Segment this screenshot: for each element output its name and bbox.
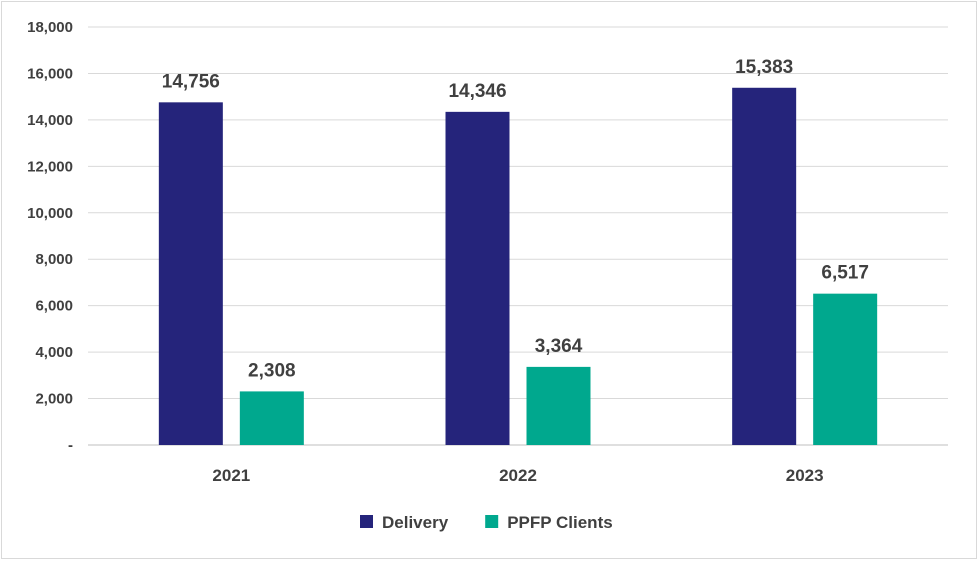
legend-swatch-delivery [360,515,373,528]
y-tick-label: - [68,437,73,454]
legend-label: Delivery [382,513,449,532]
bar-ppfp-clients-2022 [526,366,591,445]
y-tick-label: 18,000 [27,19,73,36]
bar-delivery-2022 [445,111,510,445]
data-label: 2,308 [248,360,296,381]
data-label: 14,346 [448,81,506,102]
y-tick-label: 12,000 [27,158,73,175]
bar-delivery-2021 [158,102,223,445]
data-label: 15,383 [735,57,793,78]
y-tick-label: 8,000 [35,251,73,268]
legend: Delivery PPFP Clients [360,513,613,532]
gridlines [88,26,948,446]
data-label: 14,756 [162,71,220,92]
y-axis-labels: - 2,000 4,000 6,000 8,000 10,000 12,000 14,000 1… [27,19,73,454]
y-tick-label: 10,000 [27,205,73,222]
data-label: 6,517 [821,263,869,284]
y-tick-label: 14,000 [27,112,73,129]
x-tick-label: 2022 [499,466,537,485]
bar-ppfp-clients-2021 [239,391,304,445]
x-axis-labels: 2021 2022 2023 [212,466,823,485]
bar-ppfp-clients-2023 [813,293,878,445]
data-label: 3,364 [535,336,583,357]
y-tick-label: 6,000 [35,298,73,315]
legend-label: PPFP Clients [507,513,613,532]
x-tick-label: 2023 [786,466,824,485]
y-tick-label: 16,000 [27,65,73,82]
bar-delivery-2023 [732,87,797,445]
x-tick-label: 2021 [212,466,250,485]
legend-swatch-ppfp-clients [485,515,499,528]
y-tick-label: 4,000 [35,344,73,361]
bars: 14,756 2,308 14,346 3,364 15,383 6,517 [158,57,878,445]
y-tick-label: 2,000 [35,391,73,408]
